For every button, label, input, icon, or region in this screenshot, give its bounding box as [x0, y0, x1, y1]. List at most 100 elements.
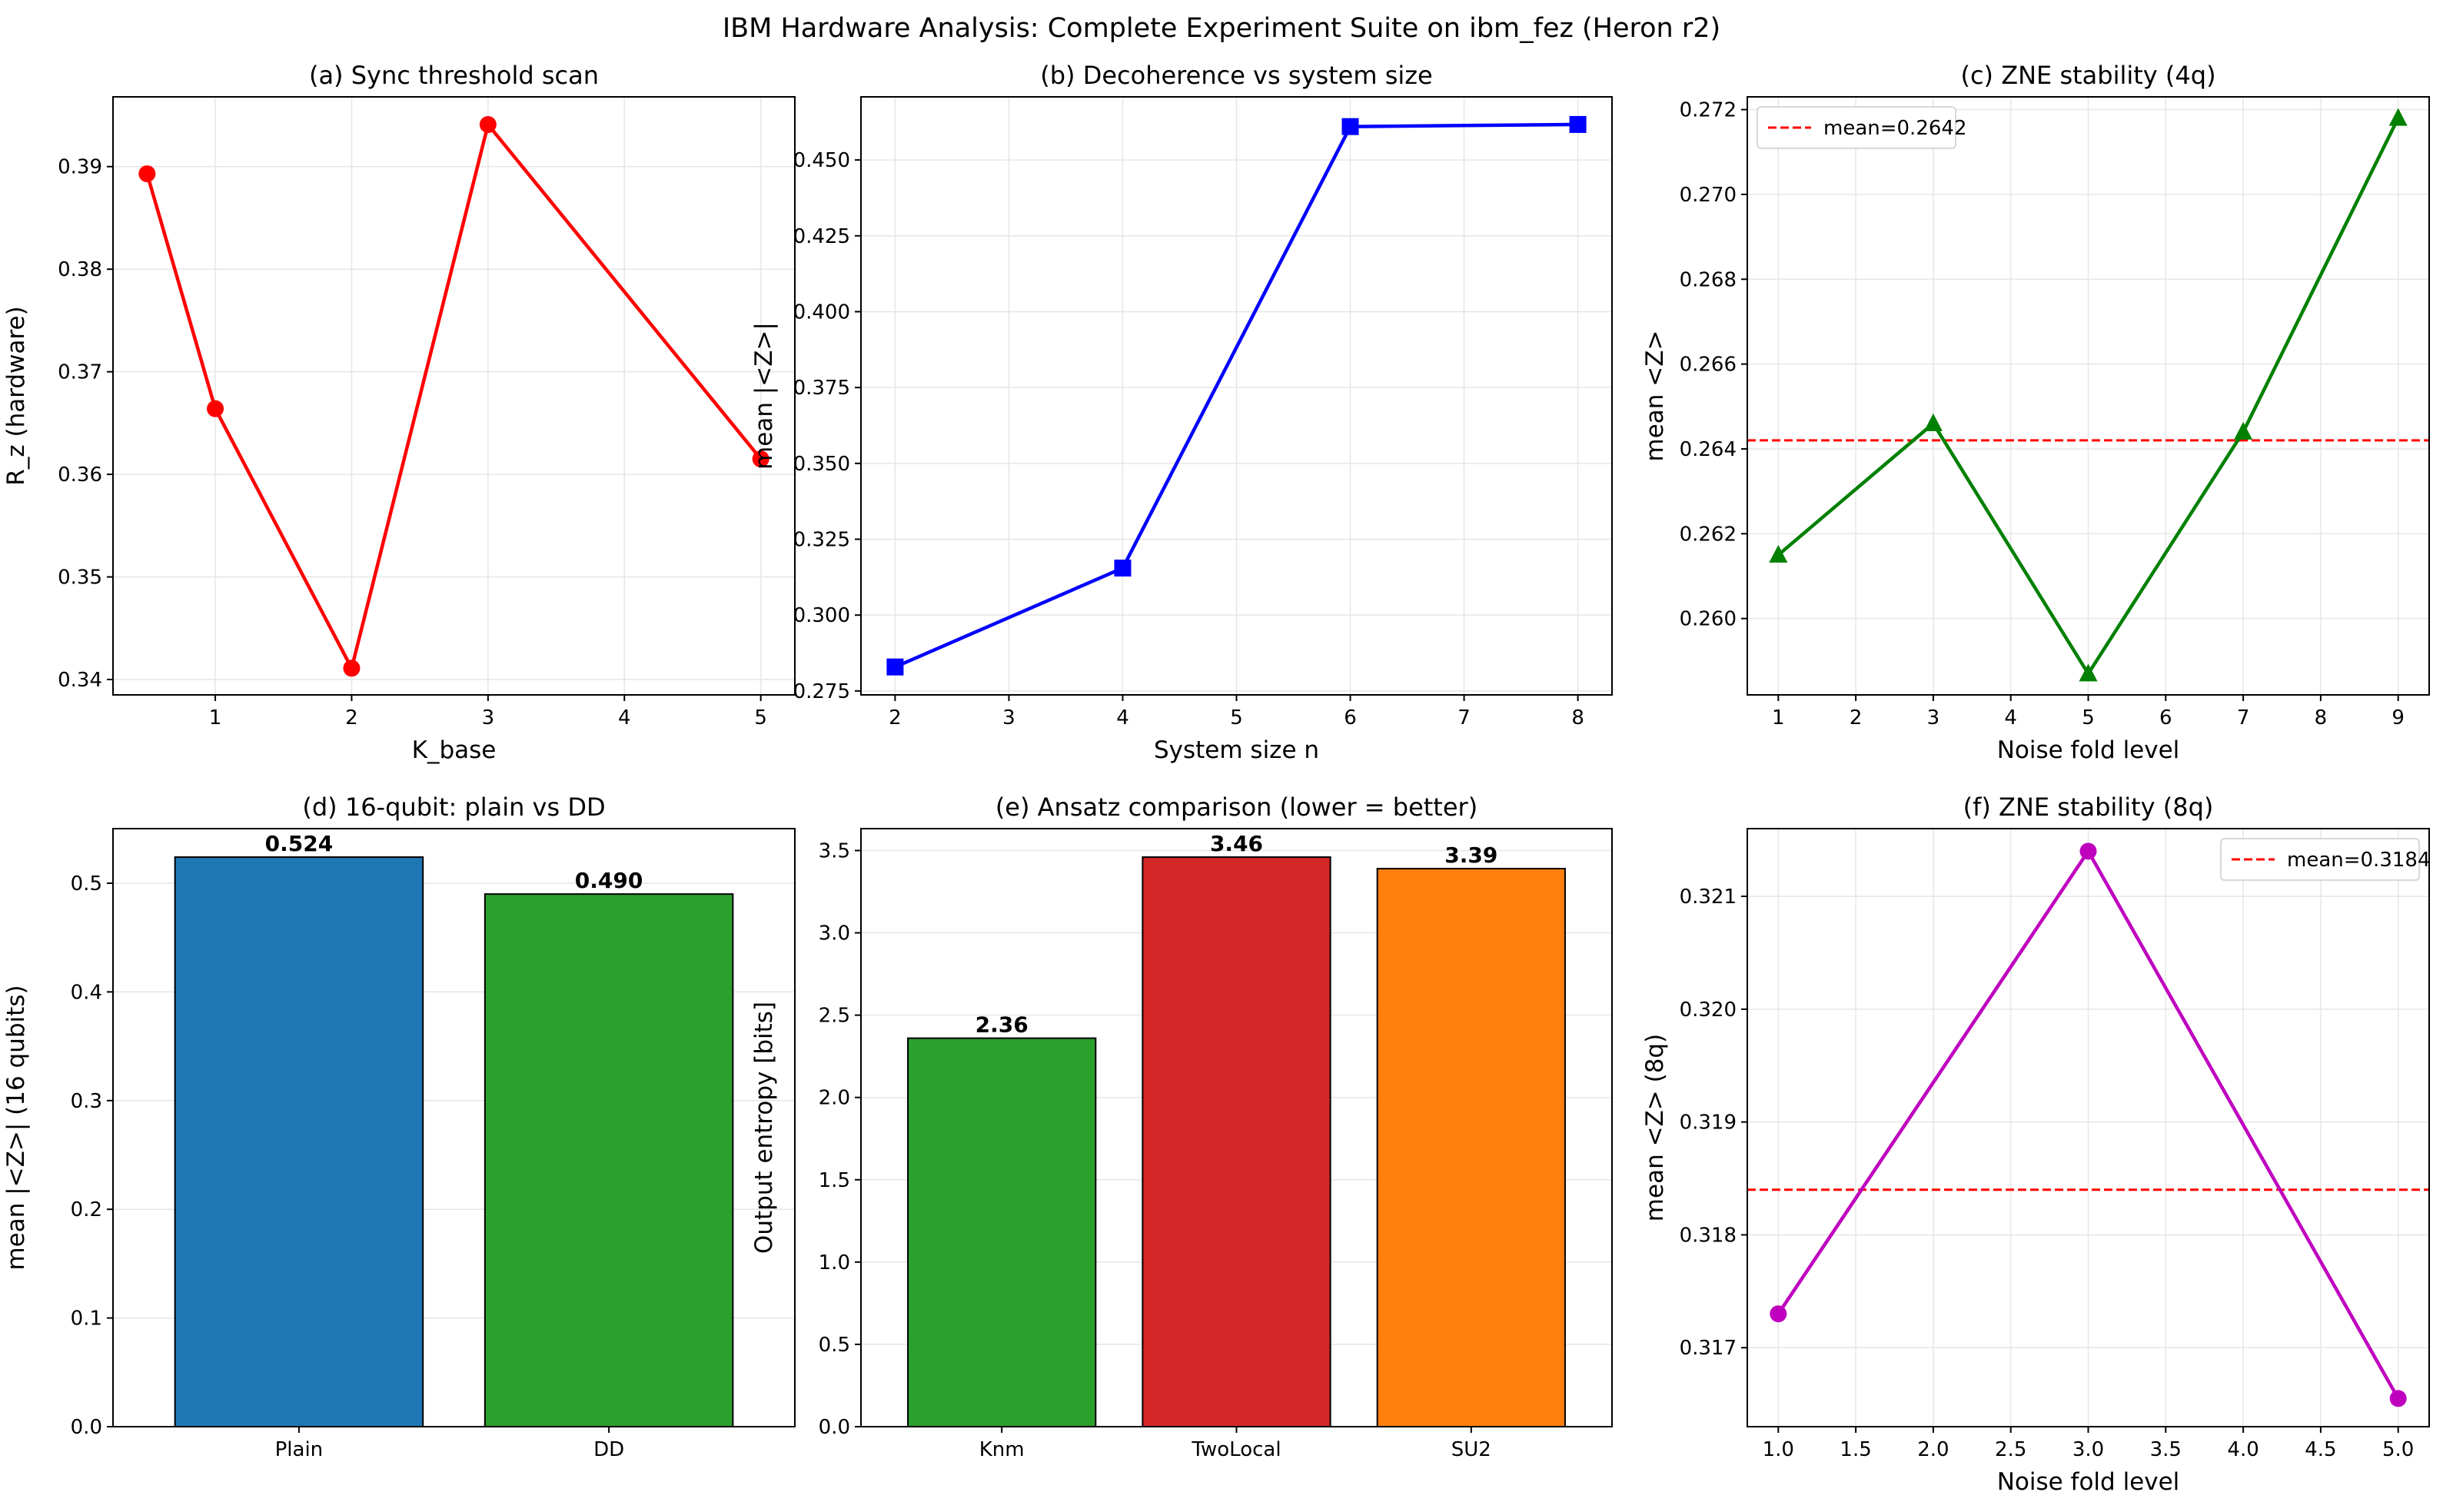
x-tick-label: DD	[593, 1438, 624, 1461]
bar-value-label: 3.39	[1444, 842, 1497, 868]
bar-value-label: 0.524	[265, 831, 334, 856]
y-tick-label: 0.1	[71, 1308, 102, 1331]
panel-title: (f) ZNE stability (8q)	[1963, 793, 2214, 822]
bar-value-label: 2.36	[976, 1012, 1029, 1038]
data-point	[138, 165, 156, 183]
data-point	[479, 116, 497, 134]
axes-frame	[112, 96, 796, 696]
x-tick-label: 5	[1230, 706, 1243, 729]
data-point	[207, 400, 224, 417]
y-tick-label: 0.266	[1680, 354, 1737, 377]
panel-d-plain-vs-dd: 0.524 0.490 Plain DD 0.0 0.1 0.2 0.3 0.4 0.5 (d) 1…	[2, 793, 796, 1461]
y-tick-label: 1.0	[819, 1251, 850, 1274]
y-tick-label: 0.375	[793, 377, 850, 400]
x-tick-label: 7	[1457, 706, 1471, 729]
legend-label: mean=0.3184	[2287, 849, 2431, 872]
panel-a-sync-threshold-scan: 1 2 3 4 5 0.34 0.35 0.36 0.37 0.38 0.39 (a) Sync th…	[2, 61, 796, 764]
y-tick-label: 3.5	[819, 839, 850, 862]
y-tick-label: 0.262	[1680, 523, 1737, 546]
x-tick-label: Plain	[275, 1438, 324, 1461]
data-point	[1569, 115, 1587, 133]
x-tick-label: 4.5	[2305, 1438, 2336, 1461]
x-axis-label: K_base	[412, 736, 497, 764]
x-tick-label: Knm	[979, 1438, 1025, 1461]
x-tick-label: 2	[1850, 706, 1863, 729]
data-point	[2079, 842, 2097, 860]
y-tick-label: 0.318	[1680, 1224, 1737, 1247]
data-point	[752, 450, 769, 468]
data-point	[1770, 1305, 1787, 1323]
bar-twolocal	[1142, 856, 1331, 1427]
x-tick-label: SU2	[1451, 1438, 1491, 1461]
data-point	[2079, 663, 2098, 682]
data-point	[343, 660, 361, 677]
x-tick-label: 4	[618, 706, 631, 729]
y-tick-label: 0.320	[1680, 999, 1737, 1022]
y-tick-label: 2.5	[819, 1005, 850, 1028]
legend-box	[2220, 838, 2420, 881]
x-tick-label: 8	[2315, 706, 2328, 729]
y-axis-label: R_z (hardware)	[2, 306, 30, 485]
data-point	[1769, 544, 1788, 563]
x-tick-label: TwoLocal	[1191, 1438, 1281, 1461]
x-axis-label: Noise fold level	[1997, 736, 2180, 764]
panel-title: (d) 16-qubit: plain vs DD	[302, 793, 605, 822]
y-axis-label: mean |<Z>|	[750, 322, 778, 470]
bar-su2	[1376, 868, 1566, 1427]
y-tick-label: 0.319	[1680, 1112, 1737, 1135]
x-tick-label: 6	[2159, 706, 2172, 729]
axes-frame	[112, 828, 796, 1427]
x-tick-label: 3	[1002, 706, 1015, 729]
y-tick-label: 0.268	[1680, 268, 1737, 291]
figure-title: IBM Hardware Analysis: Complete Experime…	[723, 13, 1720, 44]
y-axis-label: mean |<Z>| (16 qubits)	[2, 985, 30, 1270]
y-tick-label: 0.3	[71, 1090, 102, 1113]
x-tick-label: 4.0	[2227, 1438, 2259, 1461]
y-tick-label: 0.264	[1680, 438, 1737, 461]
x-tick-label: 1.0	[1763, 1438, 1794, 1461]
bar-knm	[907, 1037, 1097, 1427]
x-tick-label: 9	[2391, 706, 2405, 729]
legend: mean=0.2642	[1757, 106, 1967, 149]
y-tick-label: 0.39	[58, 156, 102, 179]
y-tick-label: 0.300	[793, 604, 850, 627]
x-axis-label: System size n	[1154, 736, 1319, 764]
y-tick-label: 2.0	[819, 1087, 850, 1110]
x-tick-label: 3	[482, 706, 495, 729]
y-tick-label: 3.0	[819, 922, 850, 945]
panel-c-zne-stability-4q: 1 2 3 4 5 6 7 8 9 0.260 0.262 0.264 0.266 0.268 0.270 0…	[1641, 61, 2430, 764]
data-point	[2388, 108, 2408, 126]
y-tick-label: 0.0	[71, 1416, 102, 1439]
y-axis-label: Output entropy [bits]	[750, 1002, 778, 1254]
x-tick-label: 6	[1344, 706, 1357, 729]
x-tick-label: 7	[2237, 706, 2250, 729]
y-tick-label: 0.325	[793, 529, 850, 552]
panel-e-ansatz-comparison: 2.36 3.46 3.39 Knm TwoLocal SU2 0.0 0.5 1.0 1.5 2.…	[750, 793, 1613, 1461]
x-tick-label: 1	[209, 706, 222, 729]
y-tick-label: 0.260	[1680, 608, 1737, 631]
y-tick-label: 0.4	[71, 981, 102, 1004]
y-tick-label: 0.321	[1680, 886, 1737, 909]
legend-label: mean=0.2642	[1823, 117, 1967, 140]
bar-value-label: 0.490	[575, 868, 643, 893]
y-tick-label: 0.317	[1680, 1337, 1737, 1360]
x-tick-label: 3	[1927, 706, 1940, 729]
data-point	[2389, 1390, 2407, 1407]
x-tick-label: 5.0	[2382, 1438, 2414, 1461]
y-axis-label: mean <Z> (8q)	[1641, 1034, 1669, 1221]
bar-plain	[174, 856, 424, 1427]
x-axis-label: Noise fold level	[1997, 1468, 2180, 1496]
y-tick-label: 0.425	[793, 225, 850, 248]
series-line	[894, 122, 1578, 669]
y-tick-label: 0.400	[793, 301, 850, 324]
y-tick-label: 0.450	[793, 149, 850, 172]
x-tick-label: 4	[2004, 706, 2017, 729]
x-tick-label: 1.5	[1840, 1438, 1871, 1461]
legend: mean=0.3184	[2220, 838, 2431, 881]
y-tick-label: 0.5	[819, 1334, 850, 1357]
y-tick-label: 1.5	[819, 1169, 850, 1192]
panel-title: (c) ZNE stability (4q)	[1960, 61, 2215, 90]
data-point	[2234, 421, 2253, 440]
x-tick-label: 5	[2082, 706, 2095, 729]
